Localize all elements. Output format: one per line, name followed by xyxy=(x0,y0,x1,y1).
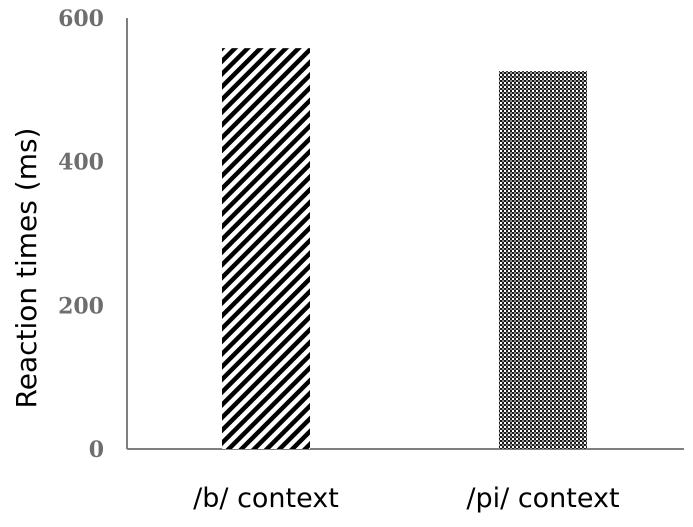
bar-b-context xyxy=(222,48,310,450)
x-tick-labels: /b/ context/pi/ context xyxy=(193,483,619,514)
bars xyxy=(222,48,587,450)
y-tick-label: 0 xyxy=(89,437,104,463)
bar-pi-context xyxy=(499,71,587,449)
y-tick-labels: 0 200 400 600 xyxy=(58,6,104,463)
x-tick-label: /pi/ context xyxy=(466,483,619,514)
y-tick-label: 600 xyxy=(58,6,104,32)
y-axis-title: Reaction times (ms) xyxy=(10,128,43,409)
x-tick-label: /b/ context xyxy=(193,483,339,514)
y-tick-label: 400 xyxy=(58,150,104,176)
y-tick-label: 200 xyxy=(58,293,104,319)
axes xyxy=(126,18,684,450)
